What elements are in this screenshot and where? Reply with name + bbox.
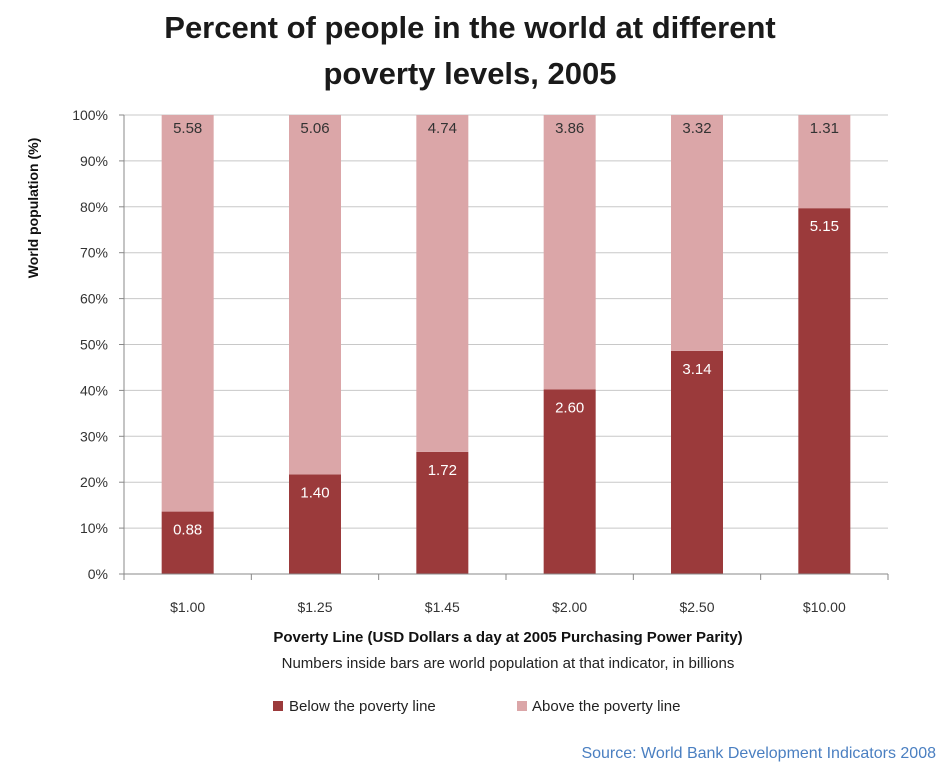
bar-label-above-1: 5.06 <box>300 120 329 137</box>
bar-below-4 <box>671 350 723 574</box>
bar-below-5 <box>798 208 851 574</box>
y-tick-label: 0% <box>88 566 108 582</box>
x-tick-label: $1.00 <box>170 599 205 615</box>
source-note: Source: World Bank Development Indicator… <box>581 745 936 762</box>
bar-label-below-3: 2.60 <box>555 399 584 416</box>
y-tick-label: 80% <box>80 199 108 215</box>
y-tick-label: 50% <box>80 337 108 353</box>
bar-label-above-5: 1.31 <box>810 120 839 137</box>
gridlines <box>124 114 888 529</box>
y-tick-label: 40% <box>80 382 108 398</box>
x-tick-label: $2.00 <box>552 599 587 615</box>
x-axis-label: Poverty Line (USD Dollars a day at 2005 … <box>273 629 742 646</box>
x-tick-label: $1.45 <box>425 599 460 615</box>
bar-above-5 <box>798 115 851 209</box>
y-axis-label: World population (%) <box>25 138 41 279</box>
bar-above-3 <box>543 115 596 390</box>
legend-label-above: Above the poverty line <box>532 698 680 715</box>
y-tick-label: 30% <box>80 428 108 444</box>
x-axis-ticks: $1.00 $1.25 $1.45 $2.00 $2.50 $10.00 <box>123 574 889 615</box>
x-tick-label: $1.25 <box>297 599 332 615</box>
bar-below-0 <box>161 511 214 574</box>
legend-swatch-below <box>273 701 283 711</box>
y-tick-label: 60% <box>80 291 108 307</box>
x-tick-label: $2.50 <box>679 599 714 615</box>
chart-title-line-1: Percent of people in the world at differ… <box>164 10 775 45</box>
bar-below-2 <box>416 451 469 574</box>
bar-above-2 <box>416 115 469 452</box>
x-tick-label: $10.00 <box>803 599 846 615</box>
bar-label-below-5: 5.15 <box>810 218 839 235</box>
y-tick-label: 70% <box>80 245 108 261</box>
chart-title-line-2: poverty levels, 2005 <box>324 56 617 91</box>
bar-above-1 <box>289 115 341 475</box>
bar-label-above-3: 3.86 <box>555 120 584 137</box>
y-axis-ticks: 0% 10% 20% 30% 40% 50% 60% 70% 80% 90% 100% <box>72 107 124 582</box>
bar-above-0 <box>161 115 214 512</box>
legend: Below the poverty line Above the poverty… <box>273 698 680 715</box>
bar-label-above-2: 4.74 <box>428 120 457 137</box>
y-tick-label: 100% <box>72 107 108 123</box>
y-tick-label: 10% <box>80 520 108 536</box>
bar-label-below-0: 0.88 <box>173 522 202 539</box>
chart-note: Numbers inside bars are world population… <box>282 655 735 672</box>
bar-label-below-2: 1.72 <box>428 462 457 479</box>
bar-below-3 <box>543 389 596 574</box>
bar-label-below-4: 3.14 <box>682 361 711 378</box>
y-tick-label: 20% <box>80 474 108 490</box>
bar-above-4 <box>671 115 723 351</box>
y-tick-label: 90% <box>80 153 108 169</box>
legend-label-below: Below the poverty line <box>289 698 436 715</box>
bar-label-above-0: 5.58 <box>173 120 202 137</box>
bar-label-below-1: 1.40 <box>300 484 329 501</box>
bar-below-1 <box>289 474 341 574</box>
legend-swatch-above <box>517 701 527 711</box>
bars: 0.88 5.58 1.40 5.06 1.72 4.74 2.60 3.86 3.14 3.32… <box>161 115 851 574</box>
bar-label-above-4: 3.32 <box>682 120 711 137</box>
